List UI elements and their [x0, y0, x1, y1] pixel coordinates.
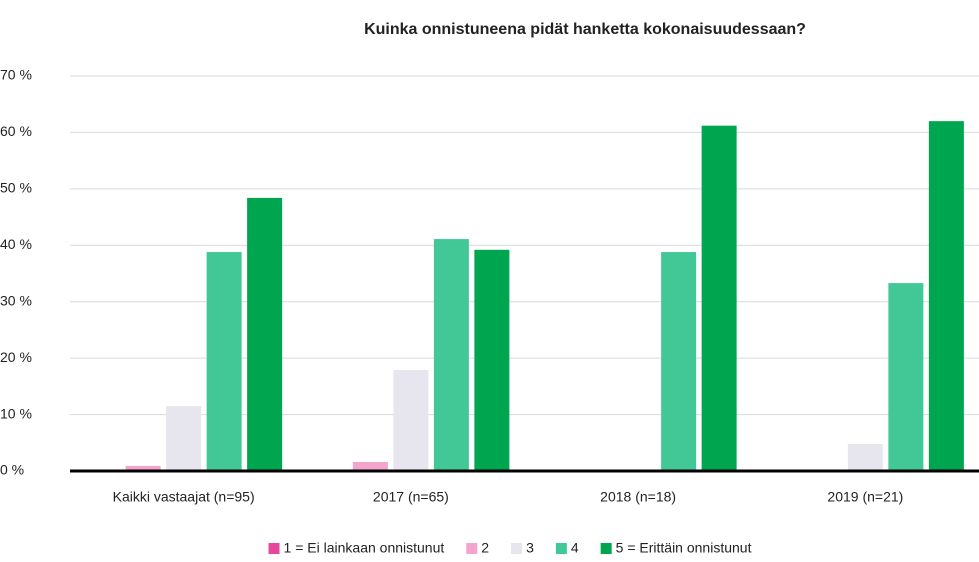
chart-title: Kuinka onnistuneena pidät hanketta kokon…: [364, 21, 806, 38]
y-tick-label: 0 %: [0, 462, 24, 478]
x-tick-label: 2017 (n=65): [373, 489, 449, 505]
bar: [661, 252, 697, 471]
legend-swatch: [511, 543, 523, 554]
legend-label: 5 = Erittäin onnistunut: [616, 540, 752, 556]
legend-label: 3: [526, 540, 534, 556]
legend-swatch: [268, 543, 280, 554]
bar: [206, 252, 242, 471]
bar: [247, 197, 283, 471]
legend-label: 1 = Ei lainkaan onnistunut: [284, 540, 445, 556]
y-tick-label: 30 %: [0, 292, 32, 308]
bar: [393, 369, 429, 471]
x-tick-label: 2018 (n=18): [600, 489, 676, 505]
y-tick-label: 70 %: [0, 67, 32, 83]
y-tick-label: 60 %: [0, 123, 32, 139]
legend-swatch: [600, 543, 612, 554]
legend-swatch: [466, 543, 478, 554]
legend-label: 2: [481, 540, 489, 556]
y-tick-label: 50 %: [0, 180, 32, 196]
legend-swatch: [555, 543, 567, 554]
y-tick-label: 20 %: [0, 349, 32, 365]
x-tick-label: 2019 (n=21): [827, 489, 903, 505]
bar: [888, 283, 924, 471]
bar: [701, 125, 737, 472]
bar: [166, 406, 202, 471]
bar: [352, 461, 388, 471]
y-tick-label: 10 %: [0, 405, 32, 421]
bar: [474, 249, 510, 471]
bar: [433, 239, 469, 471]
y-tick-label: 40 %: [0, 236, 32, 252]
bar: [125, 465, 161, 471]
bar: [928, 121, 964, 472]
legend-label: 4: [571, 540, 579, 556]
bar: [847, 443, 883, 471]
x-tick-label: Kaikki vastaajat (n=95): [113, 489, 255, 505]
